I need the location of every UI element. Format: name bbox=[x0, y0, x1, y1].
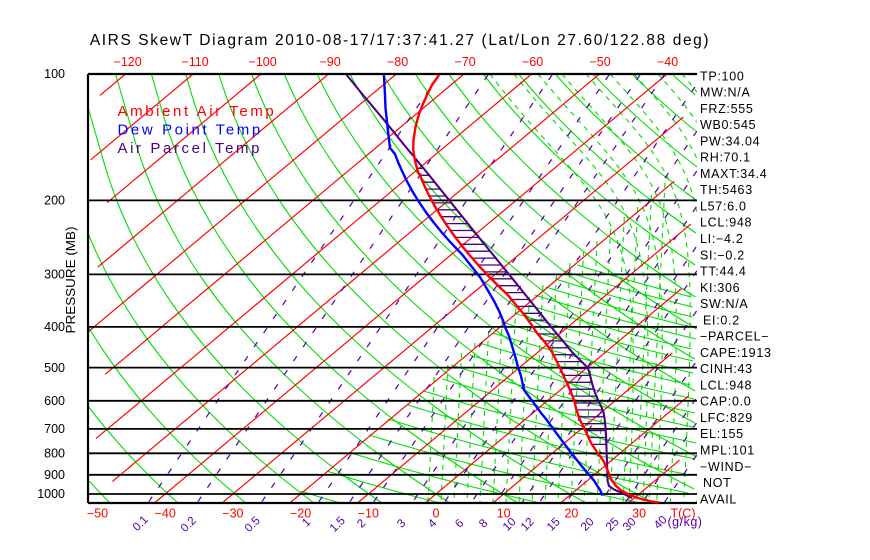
svg-text:CINH:43: CINH:43 bbox=[700, 362, 753, 376]
svg-text:−60: −60 bbox=[522, 55, 543, 69]
svg-text:Air Parcel Temp: Air Parcel Temp bbox=[118, 140, 263, 157]
svg-text:AVAIL: AVAIL bbox=[700, 492, 737, 506]
svg-text:RH:70.1: RH:70.1 bbox=[700, 151, 751, 165]
svg-text:100: 100 bbox=[44, 67, 65, 81]
svg-text:NOT: NOT bbox=[703, 476, 732, 490]
svg-text:−50: −50 bbox=[589, 55, 610, 69]
svg-text:−40: −40 bbox=[155, 507, 176, 521]
svg-text:300: 300 bbox=[44, 268, 65, 282]
svg-text:500: 500 bbox=[44, 361, 65, 375]
svg-text:−40: −40 bbox=[657, 55, 678, 69]
svg-text:200: 200 bbox=[44, 194, 65, 208]
svg-text:0: 0 bbox=[433, 507, 440, 521]
svg-text:−30: −30 bbox=[222, 507, 243, 521]
svg-text:MAXT:34.4: MAXT:34.4 bbox=[700, 167, 767, 181]
svg-text:−120: −120 bbox=[114, 55, 142, 69]
svg-text:10: 10 bbox=[497, 507, 511, 521]
svg-text:20: 20 bbox=[564, 507, 578, 521]
svg-text:−WIND−: −WIND− bbox=[700, 460, 752, 474]
svg-text:−10: −10 bbox=[358, 507, 379, 521]
svg-text:PW:34.04: PW:34.04 bbox=[700, 134, 760, 148]
svg-text:LFC:829: LFC:829 bbox=[700, 411, 753, 425]
svg-text:TH:5463: TH:5463 bbox=[700, 183, 753, 197]
svg-text:600: 600 bbox=[44, 394, 65, 408]
svg-text:MPL:101: MPL:101 bbox=[700, 444, 755, 458]
svg-text:PRESSURE (MB): PRESSURE (MB) bbox=[63, 227, 78, 334]
svg-text:400: 400 bbox=[44, 320, 65, 334]
svg-text:−70: −70 bbox=[454, 55, 475, 69]
svg-text:SW:N/A: SW:N/A bbox=[700, 297, 748, 311]
svg-text:700: 700 bbox=[44, 422, 65, 436]
svg-text:−100: −100 bbox=[249, 55, 277, 69]
svg-text:1000: 1000 bbox=[37, 487, 65, 501]
svg-text:AIRS SkewT Diagram 2010-08-17/: AIRS SkewT Diagram 2010-08-17/17:37:41.2… bbox=[90, 32, 710, 49]
svg-text:LI:−4.2: LI:−4.2 bbox=[700, 232, 743, 246]
svg-text:CAPE:1913: CAPE:1913 bbox=[700, 346, 772, 360]
svg-text:MW:N/A: MW:N/A bbox=[700, 86, 751, 100]
svg-text:30: 30 bbox=[632, 507, 646, 521]
svg-text:LCL:948: LCL:948 bbox=[700, 216, 752, 230]
svg-text:CAP:0.0: CAP:0.0 bbox=[700, 395, 751, 409]
svg-text:FRZ:555: FRZ:555 bbox=[700, 102, 754, 116]
svg-text:L57:6.0: L57:6.0 bbox=[700, 199, 747, 213]
svg-text:−50: −50 bbox=[87, 507, 108, 521]
svg-text:−80: −80 bbox=[387, 55, 408, 69]
svg-text:LCL:948: LCL:948 bbox=[700, 378, 752, 392]
svg-text:KI:306: KI:306 bbox=[700, 281, 740, 295]
svg-text:−110: −110 bbox=[181, 55, 208, 69]
svg-text:Dew Point Temp: Dew Point Temp bbox=[118, 122, 263, 139]
svg-text:Ambient Air Temp: Ambient Air Temp bbox=[118, 103, 277, 120]
svg-text:SI:−0.2: SI:−0.2 bbox=[700, 248, 745, 262]
svg-text:T(C): T(C) bbox=[671, 507, 696, 521]
svg-text:−PARCEL−: −PARCEL− bbox=[700, 330, 769, 344]
svg-text:800: 800 bbox=[44, 446, 65, 460]
svg-text:WB0:545: WB0:545 bbox=[700, 118, 756, 132]
svg-text:−20: −20 bbox=[290, 507, 311, 521]
svg-text:EI:0.2: EI:0.2 bbox=[703, 313, 740, 327]
svg-text:−90: −90 bbox=[319, 55, 340, 69]
svg-text:TP:100: TP:100 bbox=[700, 69, 745, 83]
svg-text:900: 900 bbox=[44, 468, 65, 482]
svg-text:TT:44.4: TT:44.4 bbox=[700, 265, 747, 279]
svg-text:EL:155: EL:155 bbox=[700, 427, 744, 441]
svg-text:(g/kg): (g/kg) bbox=[668, 515, 703, 529]
